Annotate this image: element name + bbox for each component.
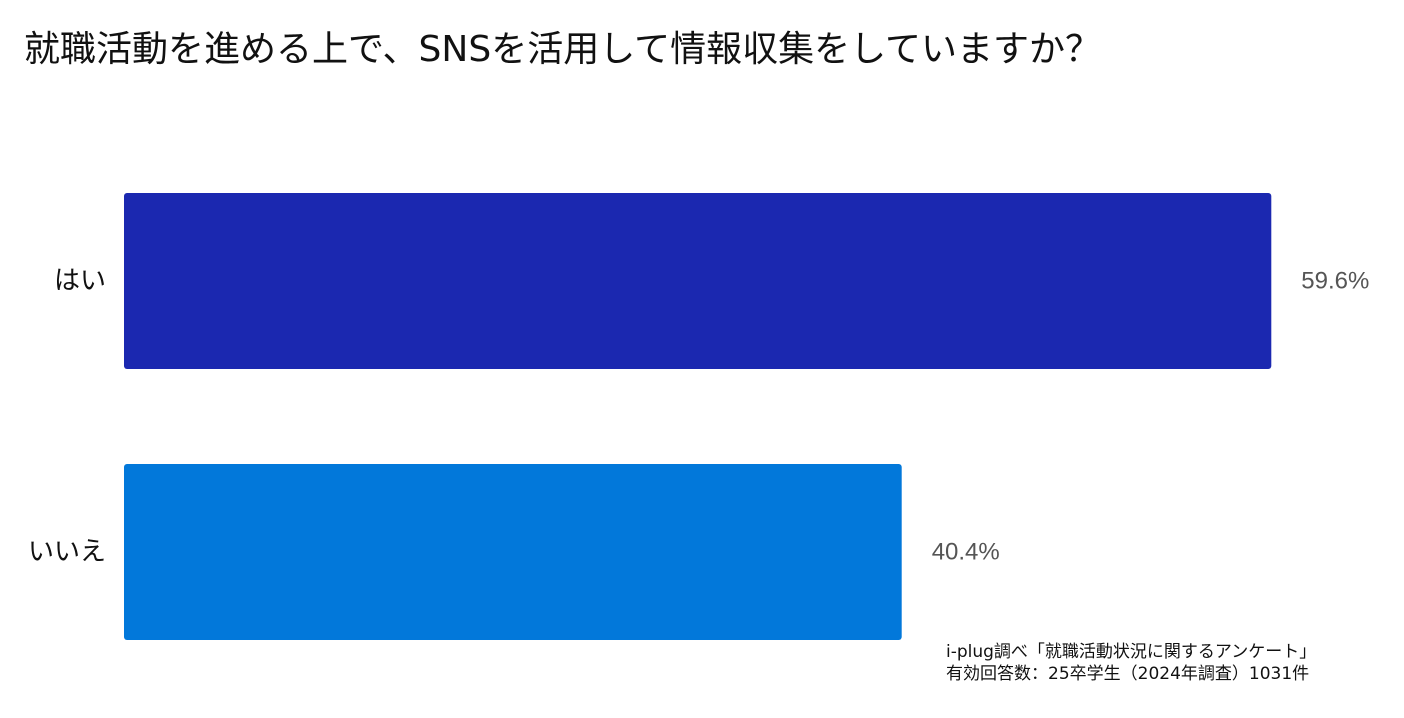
- chart-title: 就職活動を進める上で、SNSを活用して情報収集をしていますか？: [24, 29, 1102, 70]
- value-label-2: 40.4%: [932, 539, 1000, 566]
- source-line-1: i-plug調べ「就職活動状況に関するアンケート」: [946, 642, 1317, 662]
- category-label-1: はい: [54, 266, 106, 296]
- category-label-2: いいえ: [28, 537, 106, 567]
- value-label-1: 59.6%: [1301, 268, 1369, 295]
- bar-1: [124, 193, 1272, 369]
- labels-layer: はい 59.6% いいえ 40.4%: [28, 266, 1369, 567]
- bar-2: [124, 464, 902, 640]
- source-note: i-plug調べ「就職活動状況に関するアンケート」 有効回答数：25卒学生（20…: [946, 641, 1316, 685]
- bars-layer: [124, 193, 1272, 640]
- source-line-2: 有効回答数：25卒学生（2024年調査）1031件: [946, 664, 1310, 684]
